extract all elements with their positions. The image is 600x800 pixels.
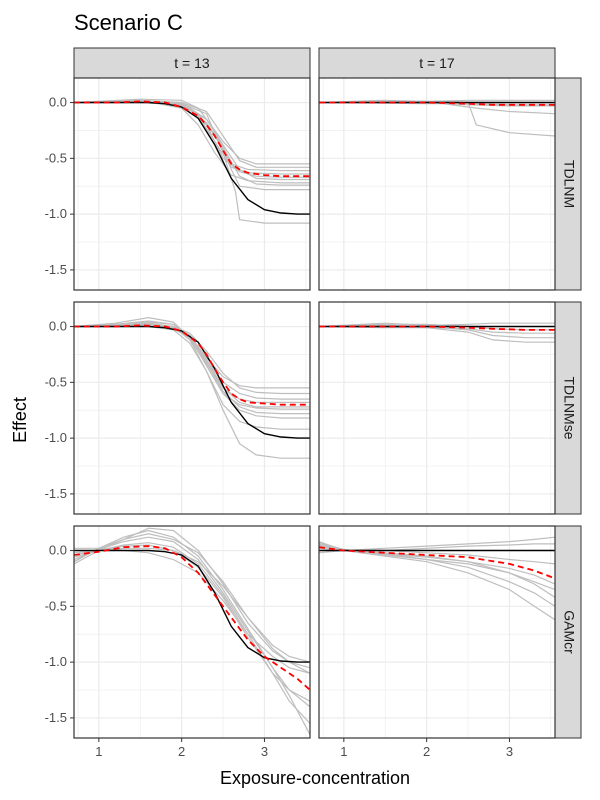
x-tick-label: 3 (261, 744, 268, 759)
mean-line (74, 100, 310, 178)
panel-border (318, 525, 556, 739)
row-strip: TDLNMse (554, 301, 582, 515)
panel-series (74, 527, 310, 735)
replicate-line (74, 321, 310, 408)
y-tick-label: -1.5 (45, 262, 67, 277)
mean-line (74, 545, 310, 691)
truth-line (74, 325, 310, 439)
x-axis-title: Exposure-concentration (220, 768, 410, 788)
x-tick-label: 2 (423, 744, 430, 759)
row-strip-label: TDLNMse (561, 376, 577, 439)
panel-series (319, 322, 555, 343)
panel-grid-lines (74, 302, 310, 514)
y-tick-label: -0.5 (45, 150, 67, 165)
panel: 1 2 3 (318, 525, 556, 759)
panel-series (319, 536, 555, 621)
x-tick-label: 1 (95, 744, 102, 759)
mean-line (74, 324, 310, 406)
column-strip-bg (318, 47, 556, 79)
panel: 0.0 -0.5 -1.0 -1.5 1 2 3 (45, 525, 311, 759)
y-tick-label: 0.0 (49, 319, 67, 334)
y-axis-title: Effect (10, 397, 30, 443)
panel-border (73, 77, 311, 291)
panel (318, 77, 556, 291)
replicate-line (74, 98, 310, 191)
panel: 0.0 -0.5 -1.0 -1.5 (45, 77, 311, 291)
panel-series (74, 98, 310, 224)
panel-background (319, 302, 555, 514)
panel-border (73, 301, 311, 515)
replicate-line (74, 527, 310, 669)
y-tick-label: -1.5 (45, 486, 67, 501)
y-tick-label: -1.0 (45, 430, 67, 445)
panel: 0.0 -0.5 -1.0 -1.5 (45, 301, 311, 515)
y-tick-label: -0.5 (45, 598, 67, 613)
column-strip: t = 13 (73, 47, 311, 79)
column-strip-label: t = 13 (174, 55, 210, 71)
y-tick-label: -0.5 (45, 374, 67, 389)
x-tick-label: 2 (178, 744, 185, 759)
replicate-line (74, 533, 310, 674)
replicate-line (74, 536, 310, 708)
row-strip: GAMcr (554, 525, 582, 739)
panel-series (74, 316, 310, 459)
truth-line (74, 101, 310, 215)
row-strip: TDLNM (554, 77, 582, 291)
column-strip-label: t = 17 (419, 55, 455, 71)
row-strip-bg (554, 301, 582, 515)
replicate-line (74, 99, 310, 168)
row-strip-bg (554, 77, 582, 291)
x-tick-label: 3 (506, 744, 513, 759)
panel (318, 301, 556, 515)
replicate-line (74, 320, 310, 410)
replicate-line (319, 324, 555, 339)
panel-grid-lines (74, 526, 310, 738)
y-tick-label: -1.0 (45, 654, 67, 669)
panel-grid: t = 13 t = 17 TDLNM TDLNMse GAMcr 0.0 -0.5 -1.0… (45, 47, 582, 759)
row-strip-label: GAMcr (561, 610, 577, 654)
panel-background (74, 302, 310, 514)
row-strip-bg (554, 525, 582, 739)
panel-background (319, 78, 555, 290)
replicate-line (319, 322, 555, 328)
y-tick-label: 0.0 (49, 95, 67, 110)
replicate-line (74, 542, 310, 724)
y-tick-label: 0.0 (49, 543, 67, 558)
panel-border (318, 301, 556, 515)
column-strip: t = 17 (318, 47, 556, 79)
panel-series (319, 99, 555, 137)
panel-border (73, 525, 311, 739)
mean-line (319, 546, 555, 580)
y-tick-label: -1.5 (45, 710, 67, 725)
truth-line (74, 549, 310, 663)
panel-background (74, 526, 310, 738)
replicate-line (74, 529, 310, 735)
x-tick-label: 1 (340, 744, 347, 759)
row-strip-label: TDLNM (561, 160, 577, 208)
panel-border (318, 77, 556, 291)
panel-grid-lines (319, 78, 555, 290)
chart-title: Scenario C (74, 10, 183, 35)
y-tick-label: -1.0 (45, 206, 67, 221)
replicate-line (319, 325, 555, 334)
column-strip-bg (73, 47, 311, 79)
